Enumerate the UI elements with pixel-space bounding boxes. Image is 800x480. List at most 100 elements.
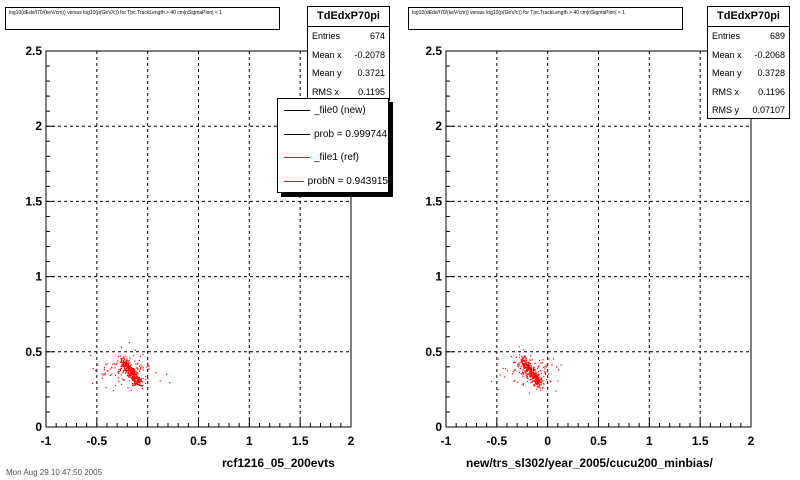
right-stats-name: TdEdxP70pi (708, 7, 789, 27)
left-data-point (127, 368, 130, 370)
left-data-point (140, 379, 142, 381)
left-data-point (121, 362, 123, 364)
right-data-point (540, 377, 542, 379)
left-data-point (141, 385, 143, 387)
right-x-tick-label: 1 (646, 434, 653, 448)
right-data-point (537, 377, 539, 380)
left-data-point (129, 374, 131, 377)
right-data-point (535, 381, 537, 384)
right-data-point (512, 361, 515, 364)
right-data-point (540, 372, 543, 375)
left-x-tick-label: 1.5 (292, 434, 309, 448)
right-data-point (528, 369, 530, 371)
right-data-point (537, 373, 539, 375)
right-data-point (512, 371, 514, 373)
right-data-point (539, 387, 541, 389)
left-data-point (120, 358, 122, 360)
right-data-point (540, 383, 542, 385)
right-data-point (522, 383, 525, 385)
left-data-point (127, 365, 129, 367)
right-data-point (535, 382, 537, 385)
right-data-point (526, 367, 528, 369)
right-x-tick-label: -0.5 (486, 434, 507, 448)
left-data-point (120, 383, 123, 386)
right-data-point (557, 380, 559, 382)
right-data-point (538, 374, 540, 376)
right-data-point (534, 379, 536, 381)
left-data-point (137, 373, 139, 375)
left-data-point (145, 376, 147, 378)
left-x-tick-label: 0 (144, 434, 151, 448)
right-stats-box: TdEdxP70pi Entries 689 Mean x -0.2068 Mean… (707, 6, 790, 119)
left-data-point (127, 372, 129, 375)
legend-line-red (284, 180, 304, 182)
left-data-point (122, 363, 125, 365)
stats-row: Mean y 0.3728 (708, 64, 789, 83)
right-data-point (533, 366, 535, 368)
right-data-point (522, 362, 524, 364)
left-data-point (125, 355, 127, 358)
left-data-point (118, 380, 120, 382)
left-y-tick-label: 2.5 (25, 44, 42, 58)
left-data-point (127, 370, 130, 372)
right-data-point (525, 359, 527, 361)
left-data-point (117, 371, 119, 373)
left-data-point (114, 367, 116, 369)
right-data-point (540, 378, 542, 380)
left-data-point (130, 389, 132, 391)
right-data-point (539, 381, 541, 384)
left-data-point (133, 373, 135, 375)
stats-value: 0.07107 (752, 105, 785, 115)
left-data-point (125, 368, 127, 370)
left-data-point (135, 377, 138, 379)
right-data-point (536, 379, 539, 381)
left-data-point (125, 364, 127, 366)
left-data-point (137, 380, 140, 383)
right-data-point (536, 383, 538, 386)
right-data-point (525, 360, 527, 362)
left-data-point (136, 375, 138, 377)
right-data-point (529, 372, 531, 374)
right-data-point (529, 359, 532, 361)
right-data-point (520, 359, 522, 361)
right-data-point (527, 361, 529, 363)
stats-label: RMS x (312, 86, 339, 97)
legend-item: _file0 (new) (278, 99, 388, 123)
left-data-point (123, 361, 125, 363)
right-y-tick-label: 0.5 (425, 345, 442, 359)
left-data-point (131, 376, 134, 378)
legend-line-black (284, 133, 310, 135)
right-data-point (521, 361, 523, 363)
legend-label: _file1 (ref) (314, 152, 360, 164)
right-data-point (533, 374, 535, 377)
left-data-point (130, 364, 132, 366)
right-data-point (540, 381, 542, 383)
stats-row: Mean y 0.3721 (308, 64, 389, 83)
left-data-point (139, 368, 142, 370)
left-data-point (142, 378, 144, 380)
right-data-point (513, 361, 515, 363)
left-y-tick-label: 0 (35, 420, 42, 434)
left-data-point (136, 367, 139, 369)
right-data-point (528, 363, 530, 365)
right-data-point (544, 368, 546, 370)
right-data-point (546, 371, 548, 373)
left-data-point (135, 382, 138, 384)
right-data-point (527, 369, 529, 371)
right-data-point (529, 368, 532, 371)
left-data-point (107, 370, 109, 372)
left-data-point (133, 375, 135, 377)
right-data-point (521, 371, 524, 373)
left-data-point (127, 360, 129, 362)
right-data-point (538, 382, 540, 384)
right-data-point (532, 368, 535, 370)
left-data-point (132, 368, 134, 371)
right-data-point (523, 373, 525, 375)
right-data-point (528, 364, 530, 366)
left-data-point (147, 368, 149, 370)
right-data-point (519, 354, 521, 356)
right-data-point (490, 380, 493, 383)
left-data-point (128, 368, 131, 370)
left-data-point (92, 382, 94, 384)
right-data-point (522, 363, 524, 365)
